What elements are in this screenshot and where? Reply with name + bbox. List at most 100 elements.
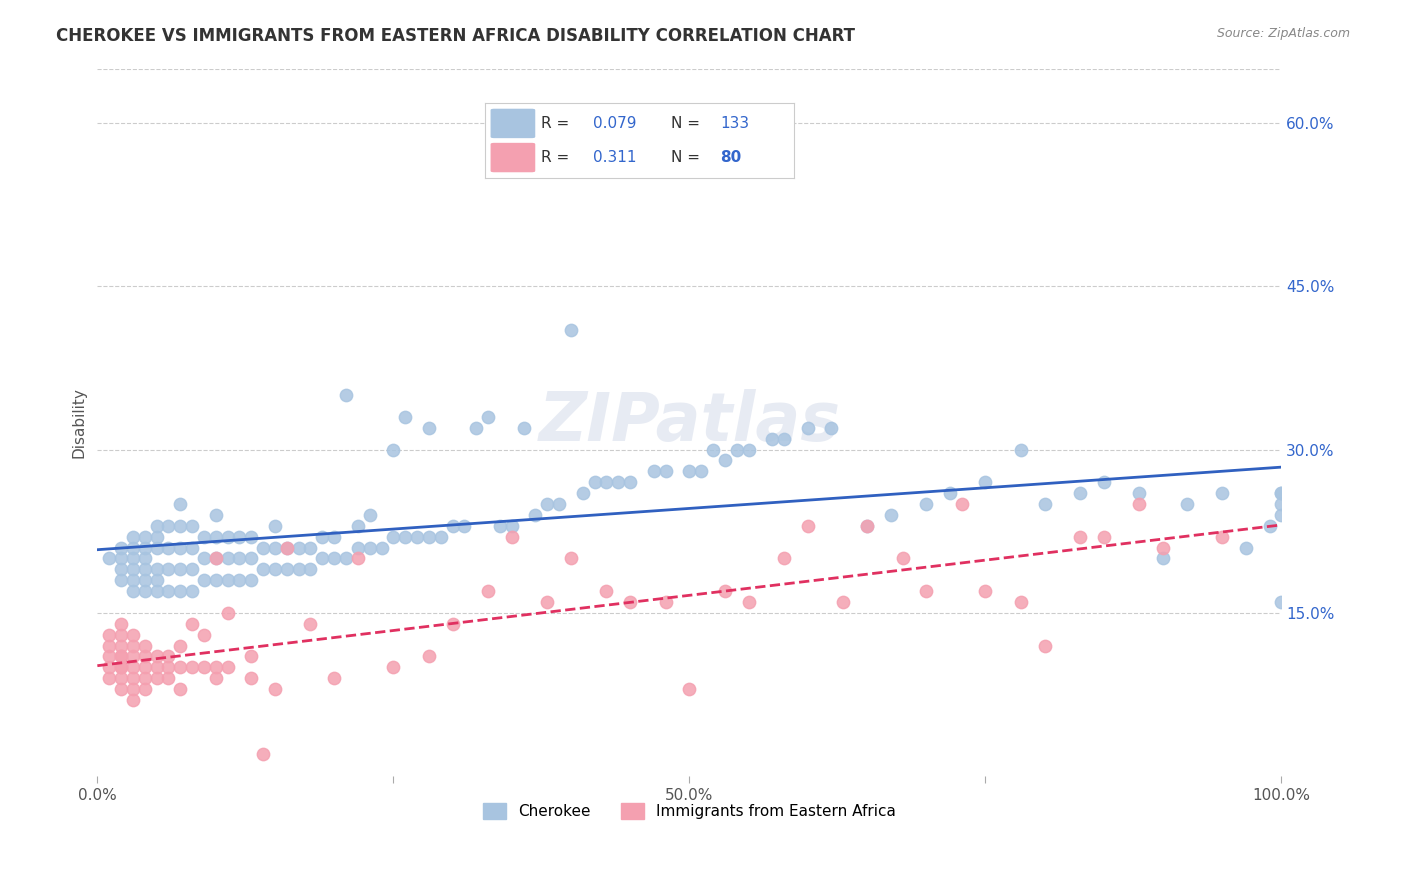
Point [465,421,488,435]
Point [264,562,287,576]
Point [98,627,121,641]
Point [915,497,938,511]
Point [193,573,215,587]
Point [394,409,416,424]
Text: R =: R = [541,116,574,131]
Point [110,562,132,576]
Point [678,682,700,697]
Point [217,660,239,674]
Point [134,584,156,599]
Point [169,660,191,674]
Point [536,497,558,511]
Point [477,584,499,599]
Point [134,639,156,653]
Point [252,747,274,762]
Point [654,595,676,609]
Point [299,541,322,555]
Point [702,442,724,457]
Point [134,573,156,587]
Point [181,660,204,674]
Point [347,551,370,566]
Point [145,541,167,555]
Point [169,541,191,555]
Point [335,388,357,402]
FancyBboxPatch shape [491,144,534,171]
Point [204,551,226,566]
Point [891,551,914,566]
Point [252,562,274,576]
Point [122,530,145,544]
Point [240,573,263,587]
Point [654,464,676,478]
Point [110,541,132,555]
Point [134,551,156,566]
Point [583,475,606,490]
Point [169,584,191,599]
Point [299,616,322,631]
Point [169,518,191,533]
Point [441,518,464,533]
Point [169,497,191,511]
Point [193,627,215,641]
Point [157,541,180,555]
Point [560,551,582,566]
Point [240,671,263,685]
Point [122,584,145,599]
Point [311,530,333,544]
Point [879,508,901,522]
Point [974,475,997,490]
Point [1033,497,1056,511]
Point [915,584,938,599]
Point [110,660,132,674]
Point [323,671,346,685]
Point [204,508,226,522]
Point [394,530,416,544]
Point [122,693,145,707]
Point [276,562,298,576]
Point [595,584,617,599]
Point [359,508,381,522]
Point [157,649,180,664]
Point [477,409,499,424]
Point [1270,497,1292,511]
Point [418,421,440,435]
Point [228,573,250,587]
Point [489,518,512,533]
Point [169,682,191,697]
Point [323,530,346,544]
Point [524,508,547,522]
Point [311,551,333,566]
Point [761,432,783,446]
Point [347,518,370,533]
Point [145,530,167,544]
Point [122,541,145,555]
Point [453,518,475,533]
Point [335,551,357,566]
Point [406,530,429,544]
Point [441,616,464,631]
Point [512,421,534,435]
Point [193,530,215,544]
Point [134,682,156,697]
FancyBboxPatch shape [491,110,534,137]
Point [98,671,121,685]
Point [264,682,287,697]
Text: 0.079: 0.079 [593,116,637,131]
Point [1258,518,1281,533]
Point [643,464,665,478]
Point [110,649,132,664]
Point [607,475,630,490]
Point [181,541,204,555]
Point [678,464,700,478]
Point [110,671,132,685]
Point [134,671,156,685]
Point [418,530,440,544]
Point [1069,530,1091,544]
Point [359,541,381,555]
Point [110,660,132,674]
Text: Source: ZipAtlas.com: Source: ZipAtlas.com [1216,27,1350,40]
Point [110,639,132,653]
Point [382,530,405,544]
Point [98,551,121,566]
Point [773,551,796,566]
